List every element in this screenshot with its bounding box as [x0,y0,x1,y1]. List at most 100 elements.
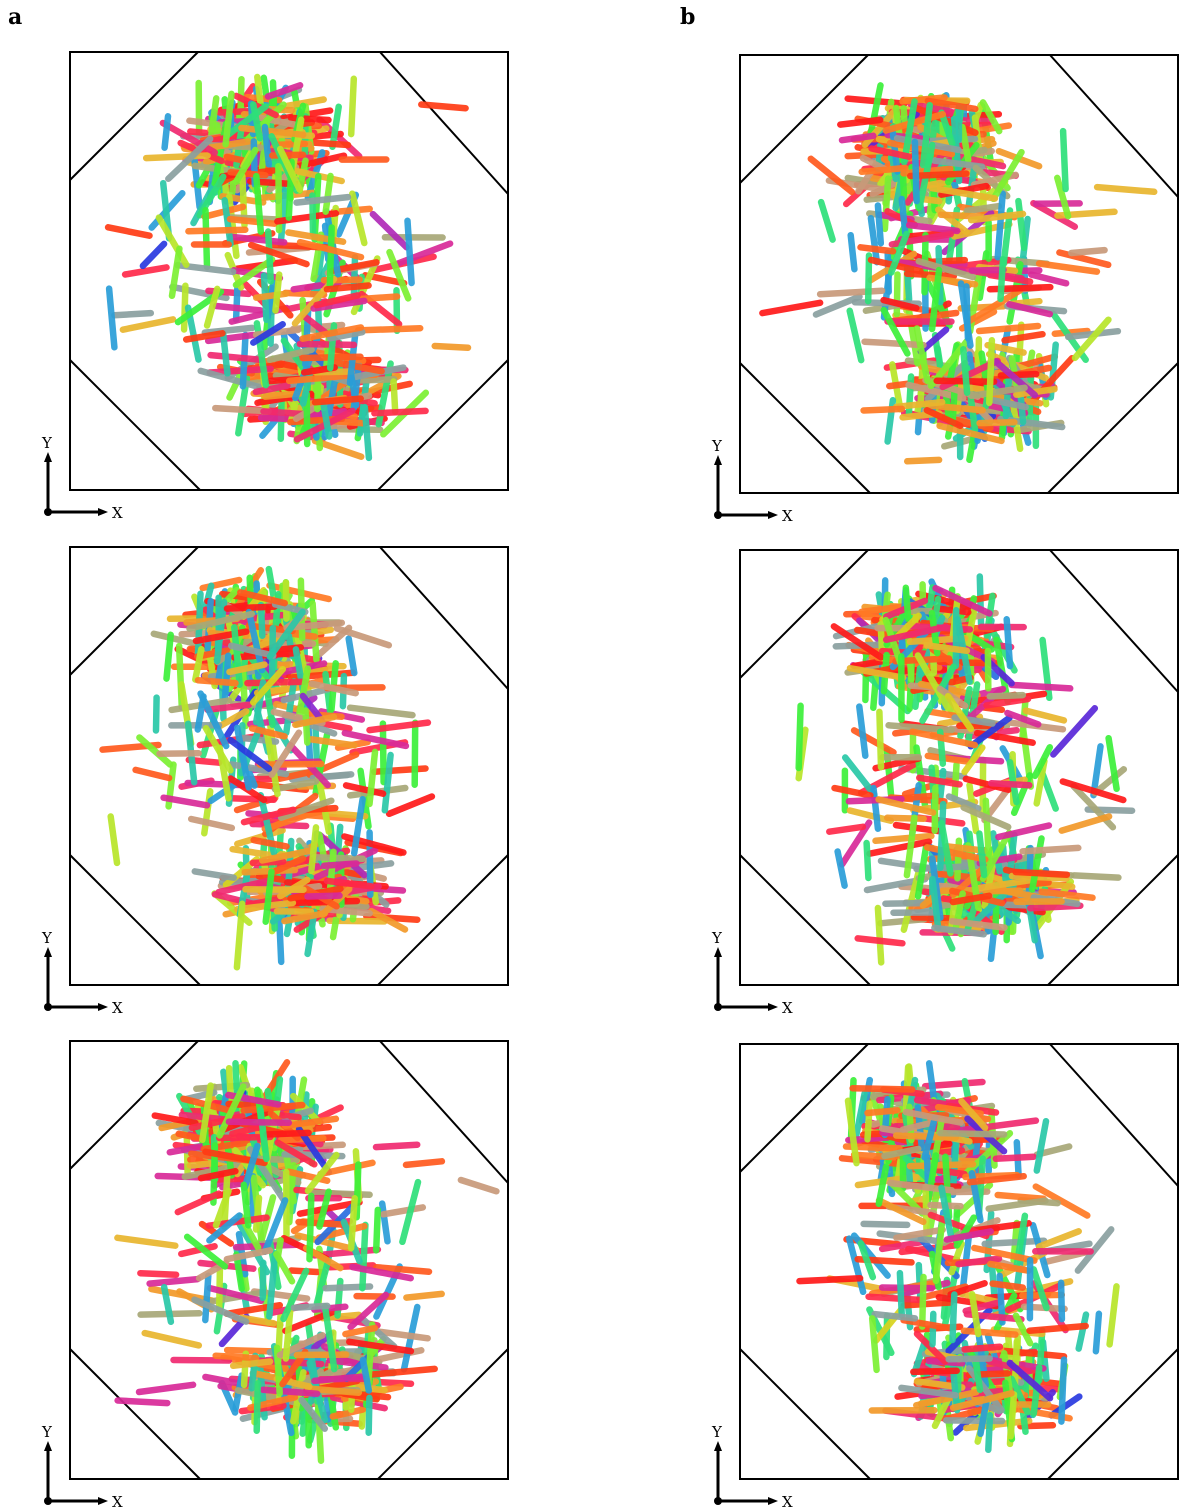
rod [170,1356,233,1364]
rod [329,1406,367,1420]
rod [329,103,342,151]
x-arrowhead [98,1003,108,1011]
rod [310,297,368,312]
rod [936,422,1005,445]
rod [276,768,317,782]
corner-wall [377,1348,509,1480]
rod [902,584,912,623]
rod [807,155,856,196]
corner-wall [379,1040,509,1184]
rod [310,231,325,283]
rod [161,113,172,151]
rod [1001,330,1046,344]
rod [299,324,365,342]
rod [402,1158,446,1169]
rod [845,795,905,805]
rod [197,367,262,391]
rod [347,1194,358,1252]
rod [225,193,240,260]
rod [963,202,1003,215]
rod [321,1303,338,1373]
rod-field [99,565,436,971]
rod [923,642,971,655]
rod [907,170,970,180]
rod [826,823,867,835]
rod [163,631,174,682]
rod [830,623,885,661]
rod [960,1327,1019,1338]
rod [1035,1228,1082,1250]
y-arrowhead [714,947,722,957]
x-arrowhead [768,1003,778,1011]
rod [411,719,419,788]
rod [151,1112,199,1127]
rod [982,887,1024,895]
rod [232,281,241,323]
rod [372,1206,382,1254]
rod [216,707,250,730]
rod [223,603,278,612]
rod-field [114,1059,500,1464]
rod [119,316,177,333]
rod [960,345,971,396]
rod [197,1167,239,1182]
rod [369,210,410,251]
axis-indicator: YX [711,437,793,525]
rod [346,1338,415,1355]
corner-wall [69,359,201,491]
rod [272,271,283,314]
rod [948,1240,965,1276]
rod [868,1315,880,1374]
rod [875,1197,927,1226]
y-axis-label: Y [711,437,723,455]
rod [914,842,930,900]
rod [938,819,954,877]
rod [988,780,1033,789]
rod [263,686,276,728]
rod [238,124,307,139]
rod [199,1082,214,1143]
rod [139,240,168,270]
rod [239,669,250,730]
rod [283,619,346,632]
rod [967,714,1013,750]
rod [330,205,373,216]
x-arrowhead [98,508,108,516]
simulation-panel: YX [41,546,509,1017]
simulation-box [69,546,509,986]
rod [160,794,211,809]
rod [1030,199,1079,230]
rod [849,1085,916,1093]
rod [304,892,343,900]
rod [929,875,942,932]
rod [390,378,399,416]
rod [349,1263,414,1282]
rod [910,1337,929,1378]
rod [376,1378,415,1387]
rod [1002,376,1013,420]
rod [898,1384,959,1399]
rod [932,1215,946,1285]
rod [977,1395,991,1438]
rod [186,610,255,632]
rod [243,895,283,909]
rod [913,1388,980,1409]
axis-origin [44,1497,52,1505]
rod-field [759,82,1158,465]
rod [875,796,937,816]
rod [1038,888,1096,901]
rod [982,797,993,866]
rod [881,175,892,233]
rod [899,94,948,105]
rod [860,1220,911,1229]
rod [159,119,219,156]
rod [212,302,264,314]
rod [975,322,1042,335]
rod [280,1267,310,1323]
rod [989,1280,1027,1291]
rod [924,402,986,414]
rod [976,876,1037,892]
rod [1031,744,1054,780]
rod [900,1299,954,1309]
rod [924,1152,940,1207]
